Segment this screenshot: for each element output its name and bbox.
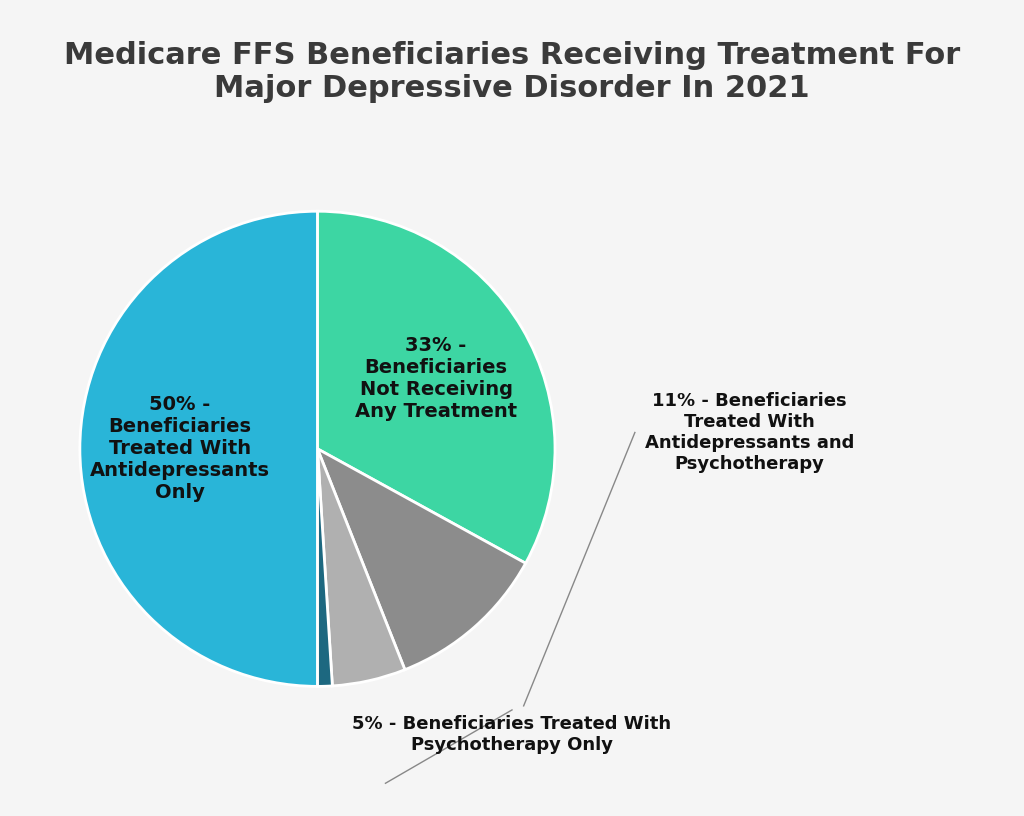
Wedge shape (317, 449, 525, 670)
Text: 50% -
Beneficiaries
Treated With
Antidepressants
Only: 50% - Beneficiaries Treated With Antidep… (90, 395, 269, 503)
Wedge shape (317, 211, 555, 563)
Text: 5% - Beneficiaries Treated With
Psychotherapy Only: 5% - Beneficiaries Treated With Psychoth… (352, 715, 672, 754)
Wedge shape (317, 449, 333, 686)
Text: 11% - Beneficiaries
Treated With
Antidepressants and
Psychotherapy: 11% - Beneficiaries Treated With Antidep… (645, 392, 854, 472)
Wedge shape (317, 449, 404, 686)
Text: Medicare FFS Beneficiaries Receiving Treatment For
Major Depressive Disorder In : Medicare FFS Beneficiaries Receiving Tre… (63, 41, 961, 104)
Text: 33% -
Beneficiaries
Not Receiving
Any Treatment: 33% - Beneficiaries Not Receiving Any Tr… (355, 336, 517, 421)
Wedge shape (80, 211, 317, 686)
